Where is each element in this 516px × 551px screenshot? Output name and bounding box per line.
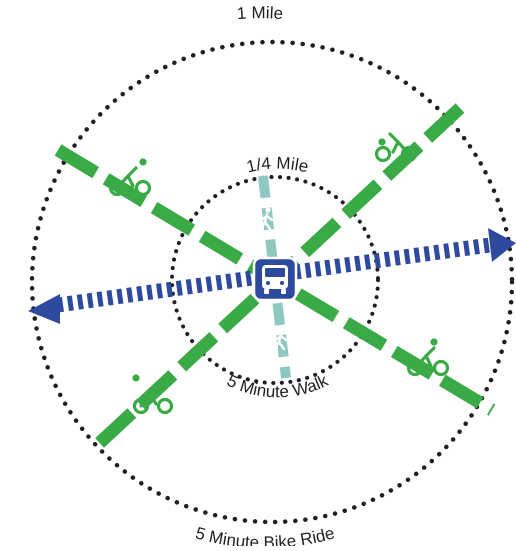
cyclist-icon	[406, 338, 450, 377]
cyclist-icon	[374, 132, 418, 163]
pedestrian-icon	[273, 327, 288, 351]
inner-radius-label: 1/4 Mile	[245, 153, 311, 176]
outer-caption: 5 Minute Bike Ride	[193, 523, 336, 546]
transit-arrow-west	[28, 294, 60, 324]
cyclist-icon	[108, 158, 152, 197]
quarter-mile-radius-ring	[170, 175, 380, 385]
outer-radius-label: 1 Mile	[236, 3, 284, 23]
inner-caption: 5 Minute Walk	[224, 371, 331, 402]
cyclist-icon	[132, 374, 174, 415]
transit-arrow-east	[488, 228, 516, 262]
one-mile-radius-ring	[29, 39, 515, 525]
pedestrian-icon	[259, 207, 274, 231]
transit-route-line	[56, 237, 492, 313]
bus-icon	[252, 256, 298, 302]
